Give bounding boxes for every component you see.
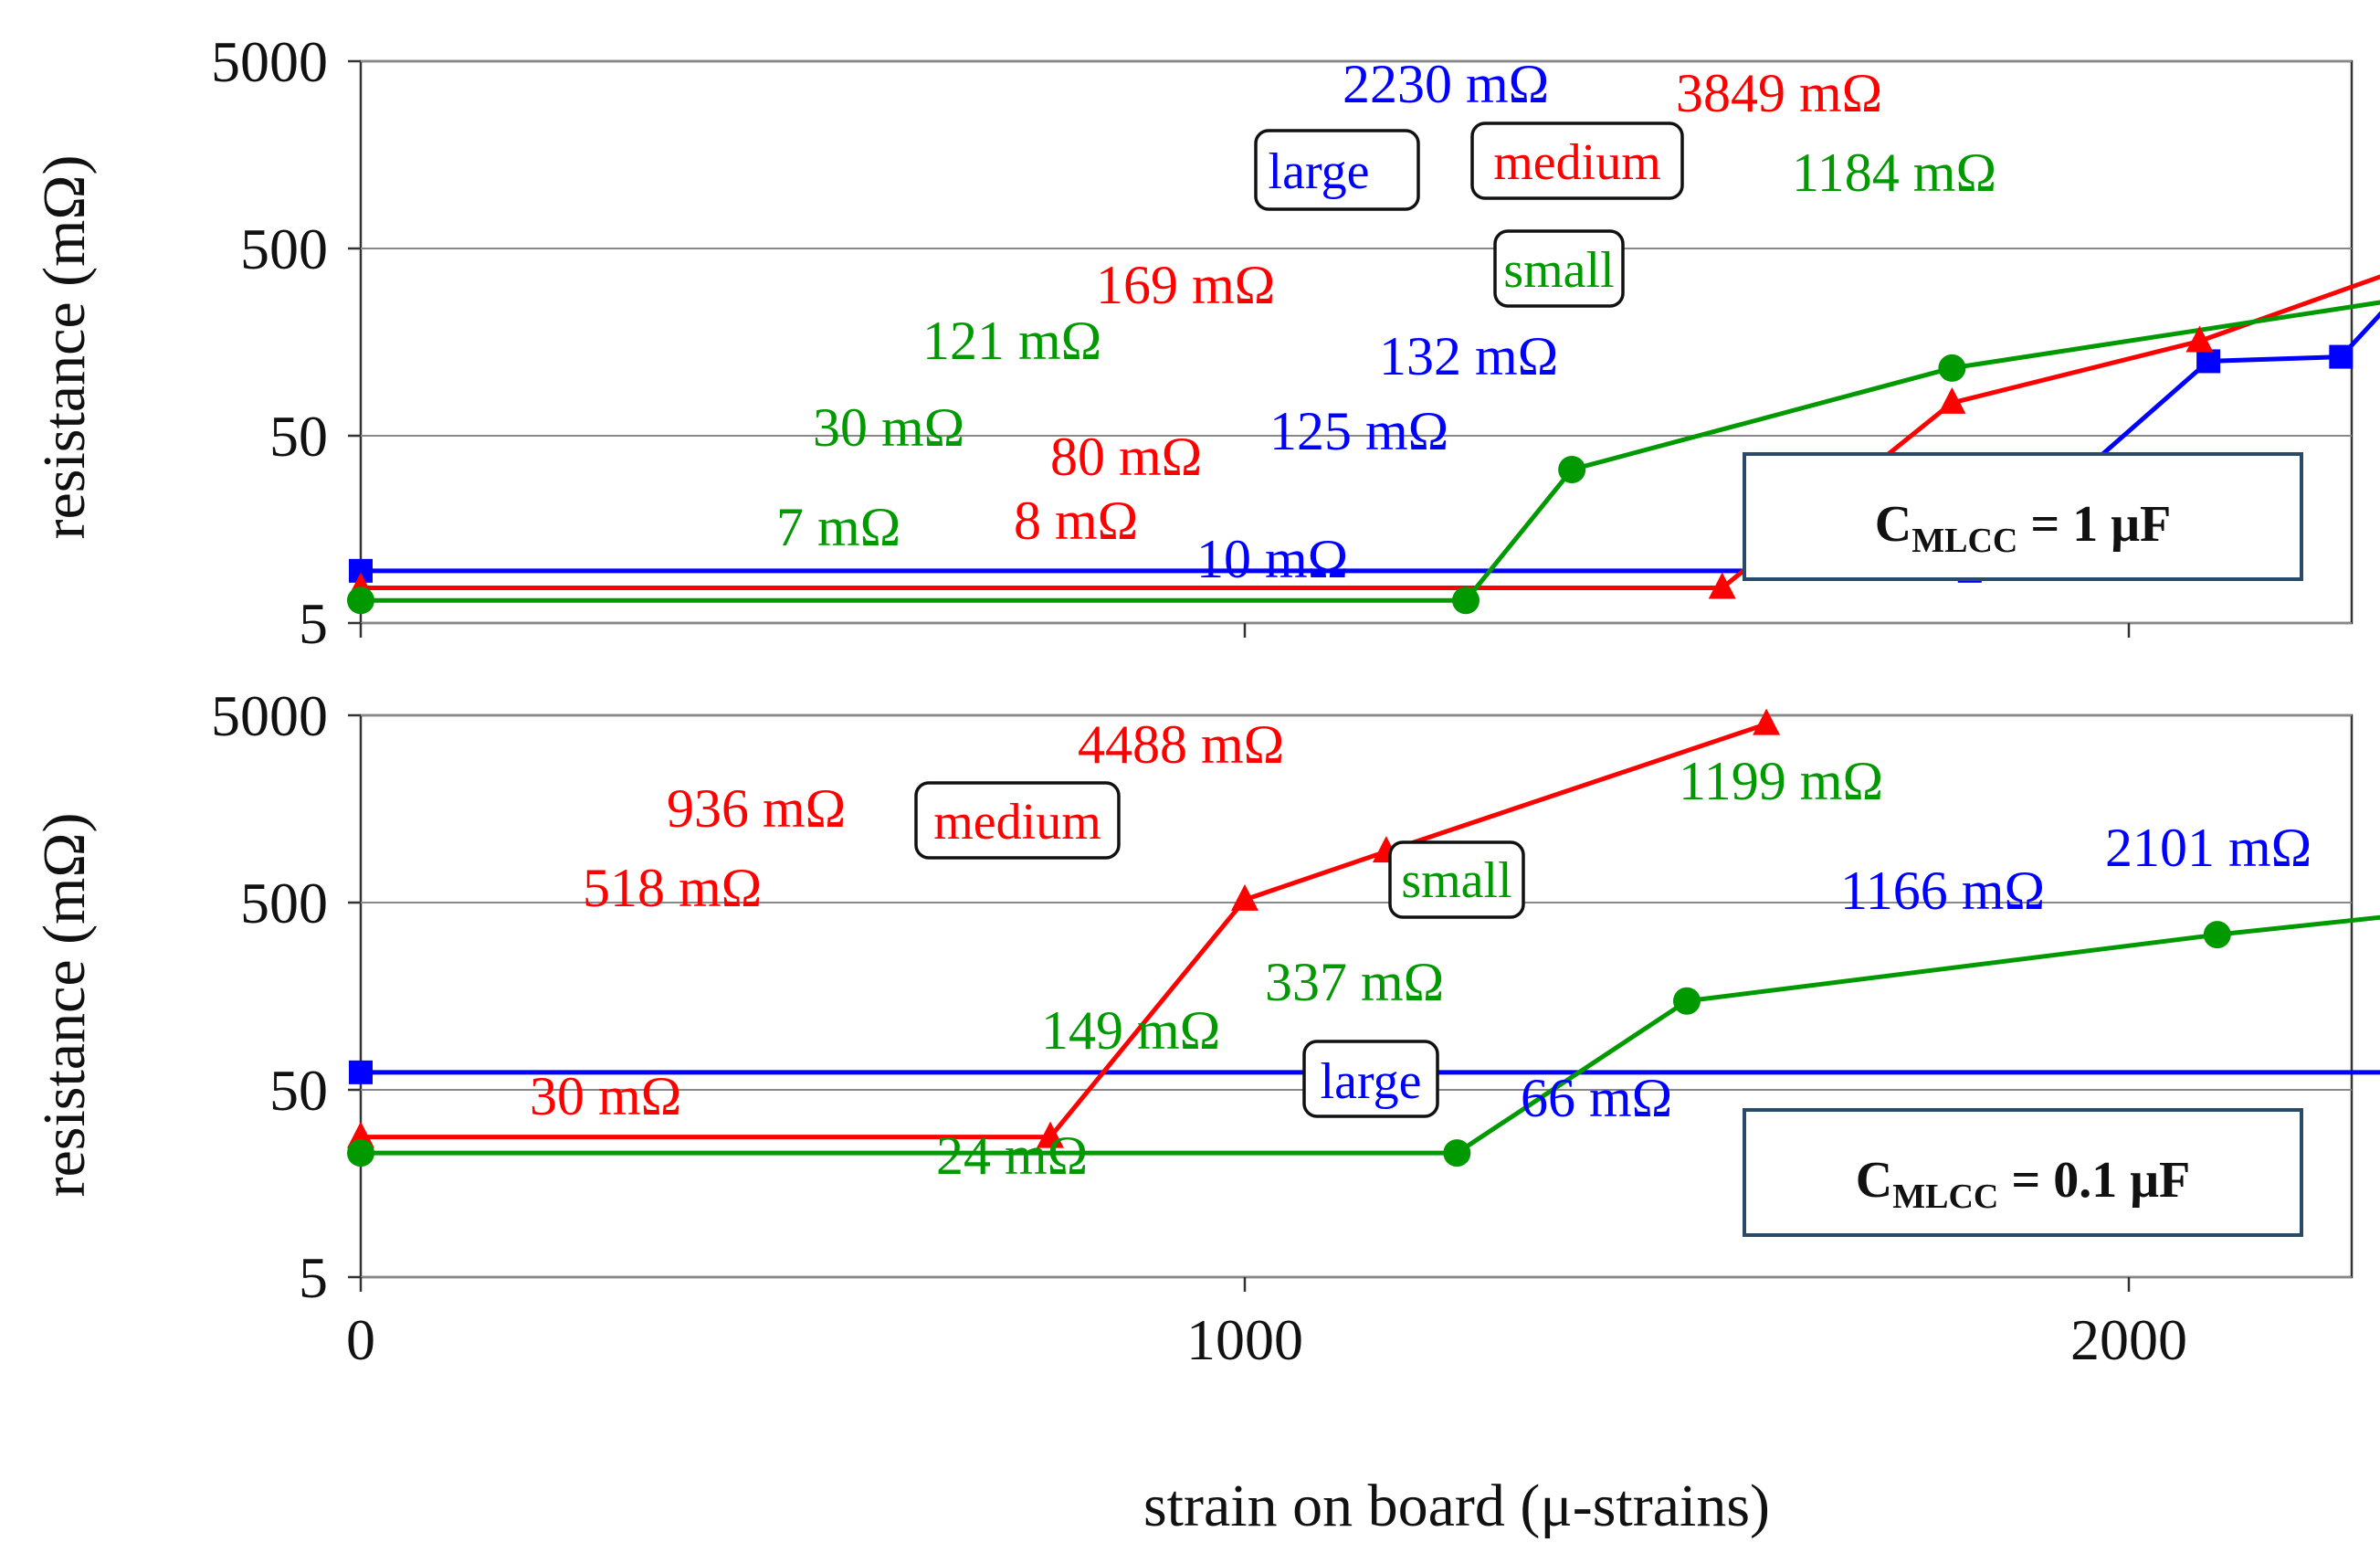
top-series-small-point [347,586,374,615]
top-series-small-data-label: 1184 mΩ [1792,143,1996,203]
top-annotation-text: CMLCC = 1 μF [1875,496,2171,560]
bottom-series-medium-data-label: 936 mΩ [667,778,846,839]
top-series-small-point [1938,354,1966,382]
bottom-series-medium-data-label: 518 mΩ [583,858,762,918]
bottom-series-large-data-label: 2101 mΩ [2105,818,2312,878]
top-series-medium-data-label: 3849 mΩ [1676,63,1882,123]
top-series-large-data-label: 2230 mΩ [1343,54,1549,114]
top-annotation-box: CMLCC = 1 μF [1743,452,2303,581]
top-series-large-data-label: 125 mΩ [1269,401,1448,461]
top-series-medium-point [2185,325,2214,353]
top-series-large-data-label: 10 mΩ [1196,529,1348,589]
top-series-small-data-label: 7 mΩ [776,497,900,557]
top-series-medium-name-label: medium [1493,134,1661,191]
bottom-series-small-point [1673,987,1701,1015]
bottom-series-large-data-label: 1166 mΩ [1840,861,2045,921]
top-y-tick-label: 5000 [211,29,328,94]
top-y-tick-label: 50 [269,404,328,469]
bottom-series-medium-point [1037,1121,1065,1148]
top-series-medium-name-box: medium [1470,121,1684,200]
top-series-medium-point [1938,386,1966,414]
top-series-medium-data-label: 8 mΩ [1014,491,1138,551]
bottom-series-large-data-label: 66 mΩ [1521,1068,1672,1128]
top-y-tick-label: 500 [240,217,328,281]
top-series-medium-data-label: 80 mΩ [1050,427,1202,487]
bottom-y-tick-label: 50 [269,1058,328,1123]
x-tick-label: 2000 [2070,1307,2187,1372]
top-series-small-name-box: small [1493,229,1625,308]
bottom-y-tick-label: 500 [240,871,328,935]
top-series-large-point [2329,344,2354,369]
bottom-series-small-data-label: 149 mΩ [1041,1000,1220,1061]
bottom-series-medium-data-label: 4488 mΩ [1078,714,1284,775]
top-series-large-name-box: large [1254,129,1420,211]
bottom-series-small-name-label: small [1401,852,1511,909]
bottom-annotation-box: CMLCC = 0.1 μF [1743,1108,2303,1237]
bottom-series-medium-point [1231,883,1258,911]
bottom-series-large-name-label: large [1321,1053,1422,1110]
bottom-series-medium-data-label: 30 mΩ [530,1066,681,1126]
top-series-large-point [2196,349,2221,374]
bottom-series-small-data-label: 337 mΩ [1265,952,1444,1012]
top-series-large-data-label: 132 mΩ [1379,326,1558,386]
bottom-y-axis-label: resistance (mΩ) [31,812,98,1197]
x-tick-label: 0 [346,1307,375,1372]
bottom-series-small-data-label: 1199 mΩ [1679,751,1883,811]
top-y-axis-label: resistance (mΩ) [31,154,98,539]
top-series-small-data-label: 121 mΩ [922,311,1101,371]
top-series-medium-point [1708,572,1736,599]
bottom-annotation-text: CMLCC = 0.1 μF [1856,1152,2190,1216]
top-series-small-name-label: small [1503,242,1614,299]
bottom-series-large-line [361,1070,2380,1075]
bottom-series-small-point [2203,921,2231,949]
top-series-medium-data-label: 169 mΩ [1096,255,1275,315]
top-series-large-name-label: large [1269,143,1370,200]
bottom-series-large-point [349,1060,373,1084]
top-y-tick-label: 5 [299,591,328,656]
bottom-series-small-point [347,1139,374,1167]
top-series-small-point [1558,455,1586,483]
x-tick-label: 1000 [1186,1307,1303,1372]
top-series-small-data-label: 30 mΩ [813,397,964,458]
bottom-series-medium-name-box: medium [914,781,1121,860]
bottom-series-small-point [1443,1139,1471,1167]
x-axis-label: strain on board (μ-strains) [1143,1473,1770,1539]
bottom-series-medium-name-label: medium [933,794,1101,850]
bottom-series-small-name-box: small [1388,840,1525,919]
bottom-y-tick-label: 5000 [211,683,328,748]
bottom-series-small-data-label: 24 mΩ [936,1125,1088,1186]
bottom-series-large-name-box: large [1302,1040,1439,1118]
top-series-small-point [1452,586,1480,615]
bottom-series-medium-point [1753,708,1781,735]
bottom-y-tick-label: 5 [299,1245,328,1310]
